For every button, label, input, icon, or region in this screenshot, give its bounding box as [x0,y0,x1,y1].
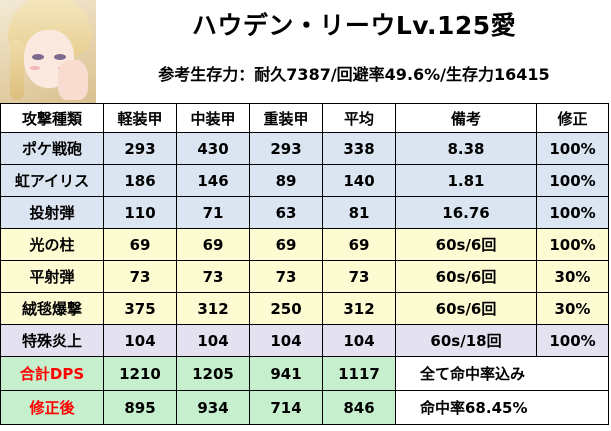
corrected-light-armor: 895 [103,390,177,425]
portrait-hand [58,60,88,100]
corrected-heavy-armor: 714 [249,390,323,425]
medium-armor-value: 312 [176,292,250,325]
total-dps-row: 合計DPS 1210 1205 941 1117 全て命中率込み [0,356,609,391]
attack-name: 投射弾 [0,196,104,229]
character-portrait [0,0,96,103]
attack-name: 平射弾 [0,260,104,293]
table-row: ポケ戦砲 293 430 293 338 8.38 100% [0,132,609,165]
corrected-label: 修正後 [0,390,104,425]
total-light-armor: 1210 [103,356,177,391]
total-medium-armor: 1205 [176,356,250,391]
modifier-value: 100% [536,324,609,357]
heavy-armor-value: 89 [249,164,323,197]
light-armor-value: 69 [103,228,177,261]
corrected-average: 846 [322,390,396,425]
column-header: 重装甲 [249,103,323,133]
medium-armor-value: 73 [176,260,250,293]
attack-name: 特殊炎上 [0,324,104,357]
column-header: 攻撃種類 [0,103,104,133]
average-value: 140 [322,164,396,197]
medium-armor-value: 69 [176,228,250,261]
note-value: 16.76 [395,196,537,229]
heavy-armor-value: 63 [249,196,323,229]
total-average: 1117 [322,356,396,391]
column-header: 平均 [322,103,396,133]
total-heavy-armor: 941 [249,356,323,391]
portrait-eye-right [54,54,66,60]
heavy-armor-value: 73 [249,260,323,293]
note-value: 60s/6回 [395,292,537,325]
portrait-blush-left [30,66,40,70]
column-header: 軽装甲 [103,103,177,133]
note-value: 8.38 [395,132,537,165]
heavy-armor-value: 69 [249,228,323,261]
corrected-row: 修正後 895 934 714 846 命中率68.45% [0,390,609,425]
modifier-value: 100% [536,228,609,261]
light-armor-value: 110 [103,196,177,229]
average-value: 73 [322,260,396,293]
modifier-value: 100% [536,196,609,229]
survivability-summary: 参考生存力：耐久7387/回避率49.6%/生存力16415 [158,65,550,84]
table-header-row: 攻撃種類 軽装甲 中装甲 重装甲 平均 備考 修正 [0,103,609,133]
portrait-hair-lock [10,40,24,100]
corrected-medium-armor: 934 [176,390,250,425]
table-row: 投射弾 110 71 63 81 16.76 100% [0,196,609,229]
column-header: 中装甲 [176,103,250,133]
heavy-armor-value: 104 [249,324,323,357]
heavy-armor-value: 293 [249,132,323,165]
attack-name: 光の柱 [0,228,104,261]
average-value: 69 [322,228,396,261]
table-row: 虹アイリス 186 146 89 140 1.81 100% [0,164,609,197]
average-value: 81 [322,196,396,229]
portrait-eye-left [32,54,44,60]
attack-name: 絨毯爆撃 [0,292,104,325]
table-row: 光の柱 69 69 69 69 60s/6回 100% [0,228,609,261]
light-armor-value: 186 [103,164,177,197]
page-title: ハウデン・リーウLv.125愛 [191,11,517,40]
average-value: 338 [322,132,396,165]
medium-armor-value: 71 [176,196,250,229]
light-armor-value: 73 [103,260,177,293]
note-value: 60s/18回 [395,324,537,357]
modifier-value: 100% [536,132,609,165]
heavy-armor-value: 250 [249,292,323,325]
column-header: 備考 [395,103,537,133]
table-row: 絨毯爆撃 375 312 250 312 60s/6回 30% [0,292,609,325]
note-value: 1.81 [395,164,537,197]
modifier-value: 100% [536,164,609,197]
average-value: 312 [322,292,396,325]
light-armor-value: 104 [103,324,177,357]
note-value: 60s/6回 [395,228,537,261]
table-row: 特殊炎上 104 104 104 104 60s/18回 100% [0,324,609,357]
attack-name: 虹アイリス [0,164,104,197]
table-row: 平射弾 73 73 73 73 60s/6回 30% [0,260,609,293]
modifier-value: 30% [536,260,609,293]
damage-table: 攻撃種類 軽装甲 中装甲 重装甲 平均 備考 修正 ポケ戦砲 293 430 2… [0,103,609,425]
light-armor-value: 375 [103,292,177,325]
attack-name: ポケ戦砲 [0,132,104,165]
note-value: 60s/6回 [395,260,537,293]
column-header: 修正 [536,103,609,133]
modifier-value: 30% [536,292,609,325]
hit-rate-note: 命中率68.45% [395,390,609,425]
total-note: 全て命中率込み [395,356,609,391]
medium-armor-value: 430 [176,132,250,165]
total-dps-label: 合計DPS [0,356,104,391]
light-armor-value: 293 [103,132,177,165]
medium-armor-value: 146 [176,164,250,197]
medium-armor-value: 104 [176,324,250,357]
average-value: 104 [322,324,396,357]
